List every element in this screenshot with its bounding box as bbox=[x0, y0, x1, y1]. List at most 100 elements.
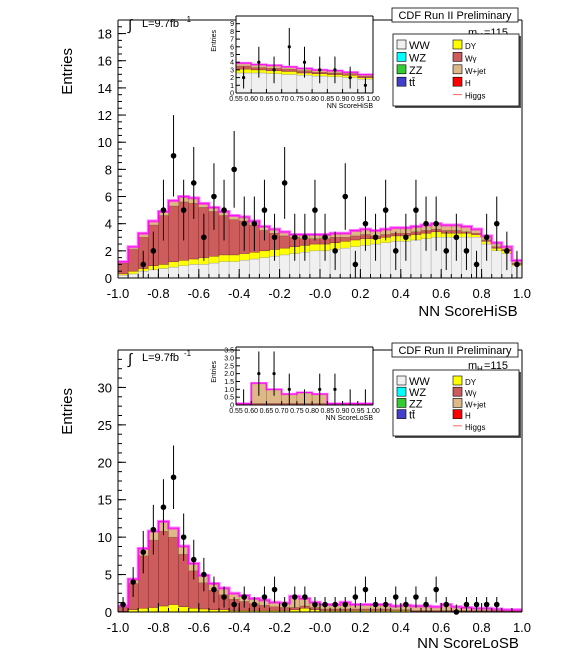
losb-inset-data-point bbox=[318, 387, 322, 391]
hisb-inset-xtick-label: 0.90 bbox=[336, 96, 350, 103]
hisb-data-point bbox=[150, 248, 157, 254]
losb-inset-ytick-label: 2.5 bbox=[224, 363, 234, 370]
losb-inset-xtick-label: 0.95 bbox=[351, 408, 365, 415]
hisb-data-point bbox=[443, 248, 450, 254]
losb-legend-label: W+jet bbox=[465, 400, 486, 409]
hisb-data-point bbox=[403, 234, 409, 241]
hisb-inset-data-point bbox=[287, 45, 291, 49]
hisb-data-point bbox=[514, 261, 520, 268]
hisb-ytick-label: 4 bbox=[105, 217, 112, 232]
losb-data-point bbox=[322, 601, 328, 608]
losb-inset-xtick-label: 0.60 bbox=[244, 408, 258, 415]
losb-y-axis-label: Entries bbox=[59, 388, 76, 435]
losb-wg-bar bbox=[158, 530, 169, 607]
losb-inset-ytick-label: 1.5 bbox=[224, 379, 234, 386]
losb-legend-label: Higgs bbox=[465, 423, 485, 432]
losb-inset-data-point bbox=[333, 387, 337, 391]
hisb-inset-ytick-label: 6 bbox=[230, 44, 234, 51]
losb-inset-ytick-label: 2.0 bbox=[224, 371, 234, 378]
losb-xtick-label: -0.6 bbox=[188, 620, 210, 635]
hisb-y-axis-label: Entries bbox=[59, 48, 76, 95]
losb-ytick-label: 30 bbox=[98, 380, 112, 395]
hisb-ytick-label: 18 bbox=[98, 27, 112, 42]
losb-inset-data-point bbox=[287, 387, 291, 391]
hisb-inset-x-label: NN ScoreHiSB bbox=[327, 103, 374, 110]
losb-inset-data-point bbox=[272, 372, 276, 376]
hisb-ww-bar bbox=[208, 262, 220, 279]
losb-data-point bbox=[140, 549, 147, 555]
hisb-data-point bbox=[352, 261, 359, 268]
losb-data-point bbox=[342, 601, 349, 608]
hisb-wg-bar bbox=[127, 249, 139, 272]
hisb-dy-bar bbox=[309, 243, 321, 252]
losb-lumi-label: L=9.7fb bbox=[142, 352, 179, 364]
hisb-dy-bar bbox=[350, 239, 361, 247]
hisb-data-point bbox=[180, 207, 187, 213]
losb-ytick-label: 25 bbox=[98, 418, 112, 433]
hisb-legend-swatch bbox=[452, 64, 463, 75]
losb-data-point bbox=[251, 601, 258, 608]
losb-inset-xtick-label: 0.55 bbox=[229, 408, 243, 415]
hisb-inset-data-point bbox=[318, 68, 322, 72]
hisb-data-point bbox=[241, 220, 248, 227]
hisb-data-point bbox=[372, 234, 379, 241]
hisb-wg-bar bbox=[279, 235, 290, 249]
losb-data-point bbox=[281, 601, 288, 608]
hisb-dy-bar bbox=[228, 254, 240, 262]
hisb-data-point bbox=[413, 207, 419, 213]
hisb-data-point bbox=[261, 207, 268, 213]
hisb-legend-label: H bbox=[465, 79, 471, 88]
losb-dy-bar bbox=[188, 608, 199, 613]
losb-legend-swatch bbox=[452, 375, 463, 386]
losb-data-point bbox=[463, 601, 470, 608]
hisb-data-point bbox=[362, 220, 369, 227]
losb-title: CDF Run II Preliminary bbox=[398, 345, 512, 357]
hisb-inset-xtick-label: 0.60 bbox=[244, 96, 258, 103]
hisb-inset-data-point bbox=[348, 76, 352, 80]
hisb-ytick-label: 10 bbox=[98, 135, 112, 150]
hisb-dy-bar bbox=[249, 251, 260, 260]
hisb-legend-label: ZZ bbox=[409, 65, 423, 77]
losb-inset-xtick-label: 0.70 bbox=[275, 408, 289, 415]
hisb-ww-bar bbox=[279, 254, 290, 279]
losb-xtick-label: 0.4 bbox=[392, 620, 410, 635]
hisb-dy-bar bbox=[279, 247, 290, 256]
losb-data-point bbox=[231, 601, 237, 608]
losb-xtick-label: -1.0 bbox=[107, 620, 129, 635]
losb-xtick-label: -0.4 bbox=[228, 620, 250, 635]
hisb-ww-bar bbox=[410, 239, 422, 279]
chart-losb: 0 5 10 15 20 25 30 -1.0 -0.8 -0.6 -0.4 -0.2 -0.0 0.2 0… bbox=[59, 342, 531, 652]
hisb-ww-bar bbox=[380, 242, 391, 279]
hisb-legend-swatch bbox=[396, 52, 407, 62]
losb-dy-bar bbox=[158, 605, 169, 613]
hisb-inset-ytick-label: 0 bbox=[230, 91, 234, 98]
hisb-legend-label: WZ bbox=[409, 52, 426, 64]
losb-data-point bbox=[382, 601, 389, 608]
hisb-inset-ytick-label: 8 bbox=[230, 29, 234, 36]
hisb-data-point bbox=[170, 152, 177, 159]
hisb-dy-bar bbox=[218, 254, 230, 262]
losb-data-point bbox=[170, 474, 177, 481]
hisb-legend-swatch bbox=[452, 76, 463, 87]
hisb-inset-wg-bar bbox=[281, 68, 298, 72]
hisb-xtick-label: -0.2 bbox=[268, 286, 290, 301]
losb-inset-data-point bbox=[257, 372, 261, 376]
hisb-xtick-label: 0.2 bbox=[351, 286, 369, 301]
losb-legend-label: tt̄ bbox=[409, 409, 415, 421]
hisb-legend-label: W+jet bbox=[465, 67, 486, 76]
losb-ytick-label: 20 bbox=[98, 455, 112, 470]
losb-legend-swatch bbox=[452, 386, 463, 397]
hisb-lumi-exponent: -1 bbox=[184, 15, 192, 24]
hisb-dy-bar bbox=[340, 241, 351, 249]
hisb-inset-ytick-label: 9 bbox=[230, 21, 234, 28]
hisb-inset-xtick-label: 0.95 bbox=[351, 96, 365, 103]
hisb-inset-dy-bar bbox=[281, 71, 298, 75]
hisb-inset-xtick-label: 0.65 bbox=[260, 96, 274, 103]
hisb-dy-bar bbox=[178, 260, 189, 266]
hisb-dy-bar bbox=[471, 234, 482, 238]
losb-dy-bar bbox=[148, 607, 159, 613]
hisb-ww-bar bbox=[259, 257, 270, 279]
hisb-ytick-label: 6 bbox=[105, 190, 112, 205]
hisb-inset-data-point bbox=[302, 60, 307, 64]
